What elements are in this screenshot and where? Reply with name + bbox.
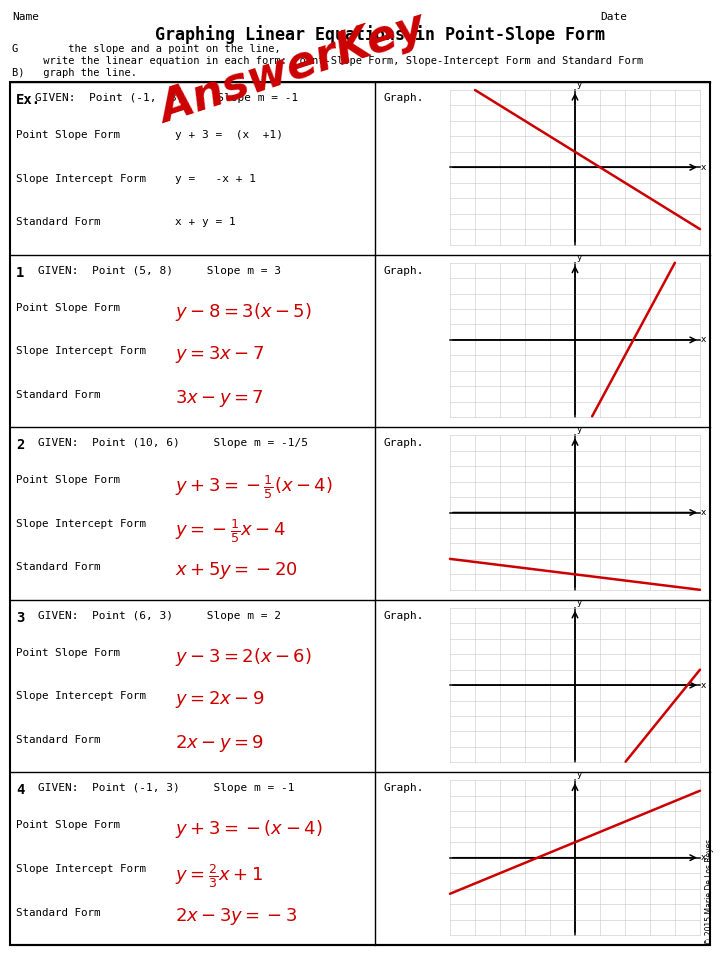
Text: B)   graph the line.: B) graph the line. [12, 68, 137, 78]
Text: Graph.: Graph. [383, 266, 423, 276]
Text: $y - 8 = 3(x - 5)$: $y - 8 = 3(x - 5)$ [175, 300, 312, 323]
Text: Graph.: Graph. [383, 611, 423, 621]
Text: GIVEN:  Point (6, 3)     Slope m = 2: GIVEN: Point (6, 3) Slope m = 2 [38, 611, 281, 621]
Text: Point Slope Form: Point Slope Form [16, 302, 120, 313]
Text: © 2015 Marie De Los Reyes: © 2015 Marie De Los Reyes [705, 839, 714, 945]
Text: Date: Date [600, 12, 627, 22]
Text: $y = \frac{2}{3}x + 1$: $y = \frac{2}{3}x + 1$ [175, 862, 263, 890]
Text: Slope Intercept Form: Slope Intercept Form [16, 864, 146, 874]
Text: $2x - y = 9$: $2x - y = 9$ [175, 733, 264, 754]
Text: Standard Form: Standard Form [16, 563, 101, 572]
Text: y: y [577, 598, 582, 607]
Text: x: x [701, 681, 706, 689]
Text: 1: 1 [16, 266, 24, 279]
Text: $y = 2x - 9$: $y = 2x - 9$ [175, 689, 265, 710]
Bar [450, 780, 700, 935]
Text: y: y [577, 80, 582, 89]
Bar [10, 82, 710, 945]
Bar [450, 608, 700, 762]
Bar [450, 90, 700, 245]
Text: 3: 3 [16, 611, 24, 625]
Text: $3x - y = 7$: $3x - y = 7$ [175, 388, 264, 409]
Text: Graphing Linear Equations in Point-Slope Form: Graphing Linear Equations in Point-Slope… [155, 25, 605, 44]
Text: 4: 4 [16, 783, 24, 798]
Text: GIVEN:  Point (-1,  3)     Slope m = -1: GIVEN: Point (-1, 3) Slope m = -1 [35, 93, 298, 103]
Text: Standard Form: Standard Form [16, 735, 101, 745]
Text: Standard Form: Standard Form [16, 217, 101, 228]
Text: Slope Intercept Form: Slope Intercept Form [16, 174, 146, 183]
Text: y: y [577, 425, 582, 434]
Text: Point Slope Form: Point Slope Form [16, 821, 120, 830]
Text: Standard Form: Standard Form [16, 907, 101, 918]
Text: $x + 5y = -20$: $x + 5y = -20$ [175, 561, 298, 582]
Text: $y = 3x - 7$: $y = 3x - 7$ [175, 345, 264, 365]
Text: x: x [701, 508, 706, 517]
Text: GIVEN:  Point (10, 6)     Slope m = -1/5: GIVEN: Point (10, 6) Slope m = -1/5 [38, 438, 308, 448]
Text: $2x - 3y = -3$: $2x - 3y = -3$ [175, 905, 297, 926]
Text: x + y = 1: x + y = 1 [175, 217, 235, 228]
Text: $y = -\frac{1}{5}x - 4$: $y = -\frac{1}{5}x - 4$ [175, 516, 286, 544]
Text: Slope Intercept Form: Slope Intercept Form [16, 518, 146, 529]
Text: GIVEN:  Point (-1, 3)     Slope m = -1: GIVEN: Point (-1, 3) Slope m = -1 [38, 783, 294, 793]
Text: $y + 3 = -(x - 4)$: $y + 3 = -(x - 4)$ [175, 819, 323, 840]
Text: $y - 3 = 2(x - 6)$: $y - 3 = 2(x - 6)$ [175, 646, 312, 668]
Text: y + 3 =  (x  +1): y + 3 = (x +1) [175, 130, 283, 140]
Text: $y + 3 = -\frac{1}{5}(x - 4)$: $y + 3 = -\frac{1}{5}(x - 4)$ [175, 473, 333, 501]
Text: x: x [701, 853, 706, 862]
Text: Graph.: Graph. [383, 438, 423, 448]
Text: Point Slope Form: Point Slope Form [16, 648, 120, 658]
Bar [450, 263, 700, 418]
Text: GIVEN:  Point (5, 8)     Slope m = 3: GIVEN: Point (5, 8) Slope m = 3 [38, 266, 281, 276]
Text: G        the slope and a point on the line,: G the slope and a point on the line, [12, 44, 281, 54]
Text: x: x [701, 163, 706, 172]
Text: Graph.: Graph. [383, 783, 423, 793]
Text: Slope Intercept Form: Slope Intercept Form [16, 347, 146, 356]
Text: Slope Intercept Form: Slope Intercept Form [16, 691, 146, 702]
Text: write the linear equation in each form: Point-Slope Form, Slope-Intercept Form a: write the linear equation in each form: … [12, 56, 643, 66]
Text: Ex.: Ex. [16, 93, 41, 107]
Text: 2: 2 [16, 438, 24, 452]
Text: Point Slope Form: Point Slope Form [16, 475, 120, 485]
Text: y =   -x + 1: y = -x + 1 [175, 174, 256, 183]
Text: x: x [701, 335, 706, 345]
Text: Name: Name [12, 12, 39, 22]
Text: Standard Form: Standard Form [16, 390, 101, 400]
Text: AnswerKey: AnswerKey [155, 5, 432, 132]
Text: Point Slope Form: Point Slope Form [16, 130, 120, 140]
Bar [450, 435, 700, 589]
Text: y: y [577, 770, 582, 780]
Text: Graph.: Graph. [383, 93, 423, 103]
Text: y: y [577, 252, 582, 262]
